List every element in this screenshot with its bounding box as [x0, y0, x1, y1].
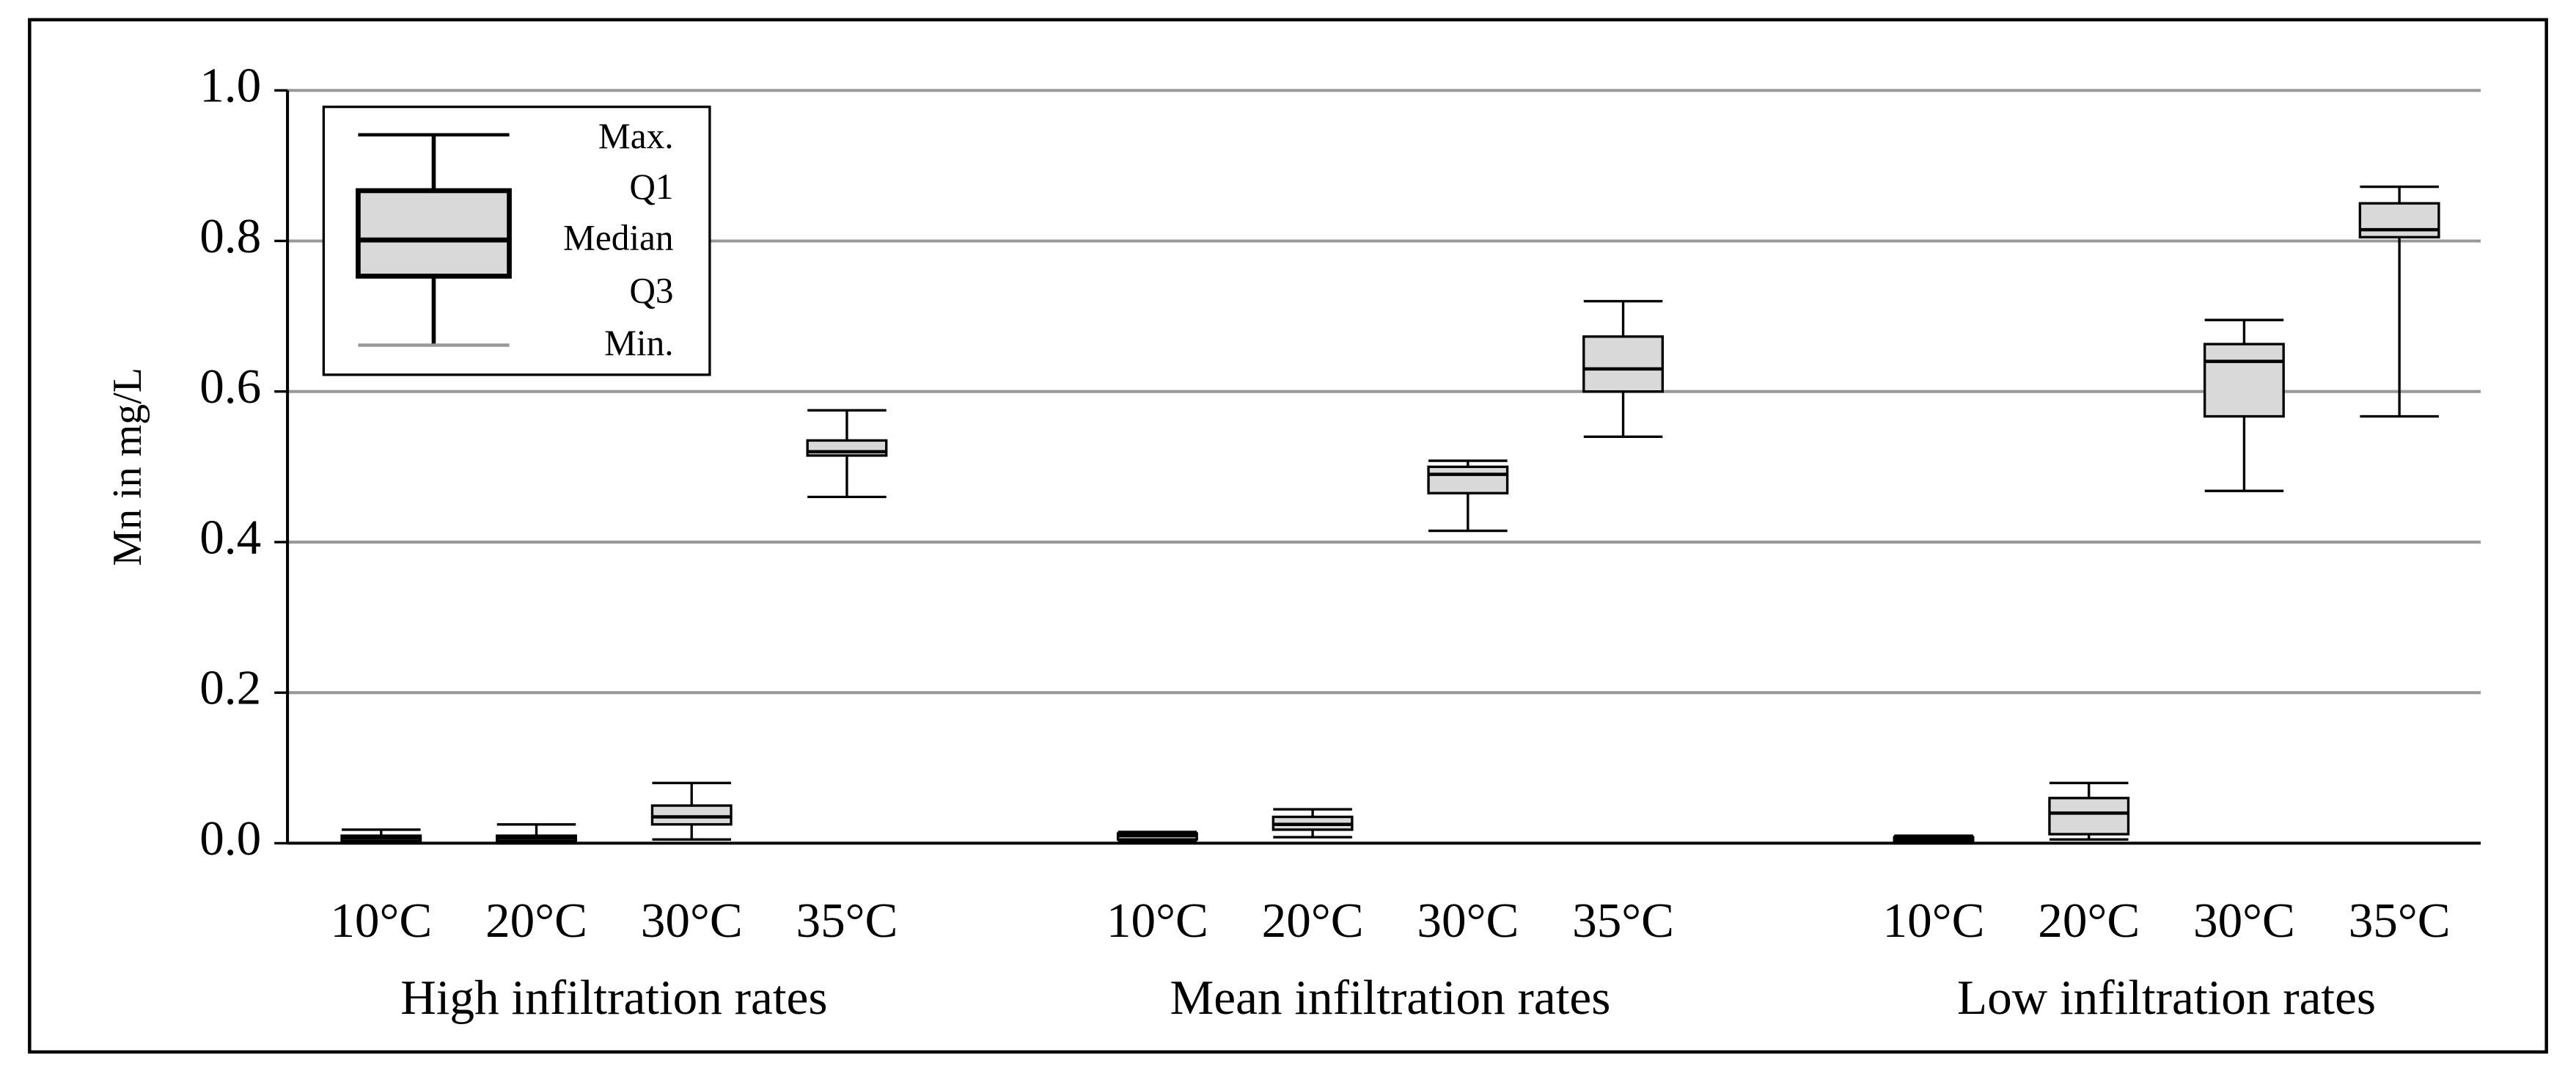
y-tick-label: 0.4	[199, 509, 261, 564]
x-tick-label: 20°C	[485, 893, 587, 948]
group-label: Low infiltration rates	[1957, 970, 2376, 1025]
y-tick-label: 0.8	[199, 208, 261, 263]
x-tick-label: 35°C	[796, 893, 898, 948]
group-label: High infiltration rates	[400, 970, 827, 1025]
legend-label: Max.	[598, 116, 674, 156]
y-tick-label: 1.0	[199, 58, 261, 113]
legend-box	[356, 188, 512, 279]
legend-label: Median	[563, 218, 674, 258]
box	[2048, 797, 2130, 836]
box	[2203, 343, 2285, 418]
legend-label: Q1	[629, 167, 673, 207]
x-tick-label: 20°C	[1262, 893, 1364, 948]
x-tick-label: 30°C	[1417, 893, 1519, 948]
x-tick-label: 10°C	[1883, 893, 1985, 948]
x-tick-label: 20°C	[2038, 893, 2140, 948]
legend-label: Q3	[629, 270, 673, 310]
legend-label: Min.	[604, 323, 673, 363]
group-label: Mean infiltration rates	[1170, 970, 1611, 1025]
box	[1582, 335, 1664, 393]
x-tick-label: 30°C	[2193, 893, 2295, 948]
x-tick-label: 10°C	[1107, 893, 1208, 948]
y-axis-label: Mn in mg/L	[105, 368, 150, 566]
y-tick-label: 0.6	[199, 359, 261, 414]
box	[650, 804, 733, 826]
x-tick-label: 35°C	[1572, 893, 1674, 948]
x-tick-label: 30°C	[641, 893, 743, 948]
box	[1427, 465, 1509, 494]
box	[2358, 202, 2440, 239]
y-tick-label: 0.0	[199, 811, 261, 866]
x-tick-label: 10°C	[330, 893, 432, 948]
x-tick-label: 35°C	[2349, 893, 2451, 948]
y-tick-label: 0.2	[199, 660, 261, 715]
